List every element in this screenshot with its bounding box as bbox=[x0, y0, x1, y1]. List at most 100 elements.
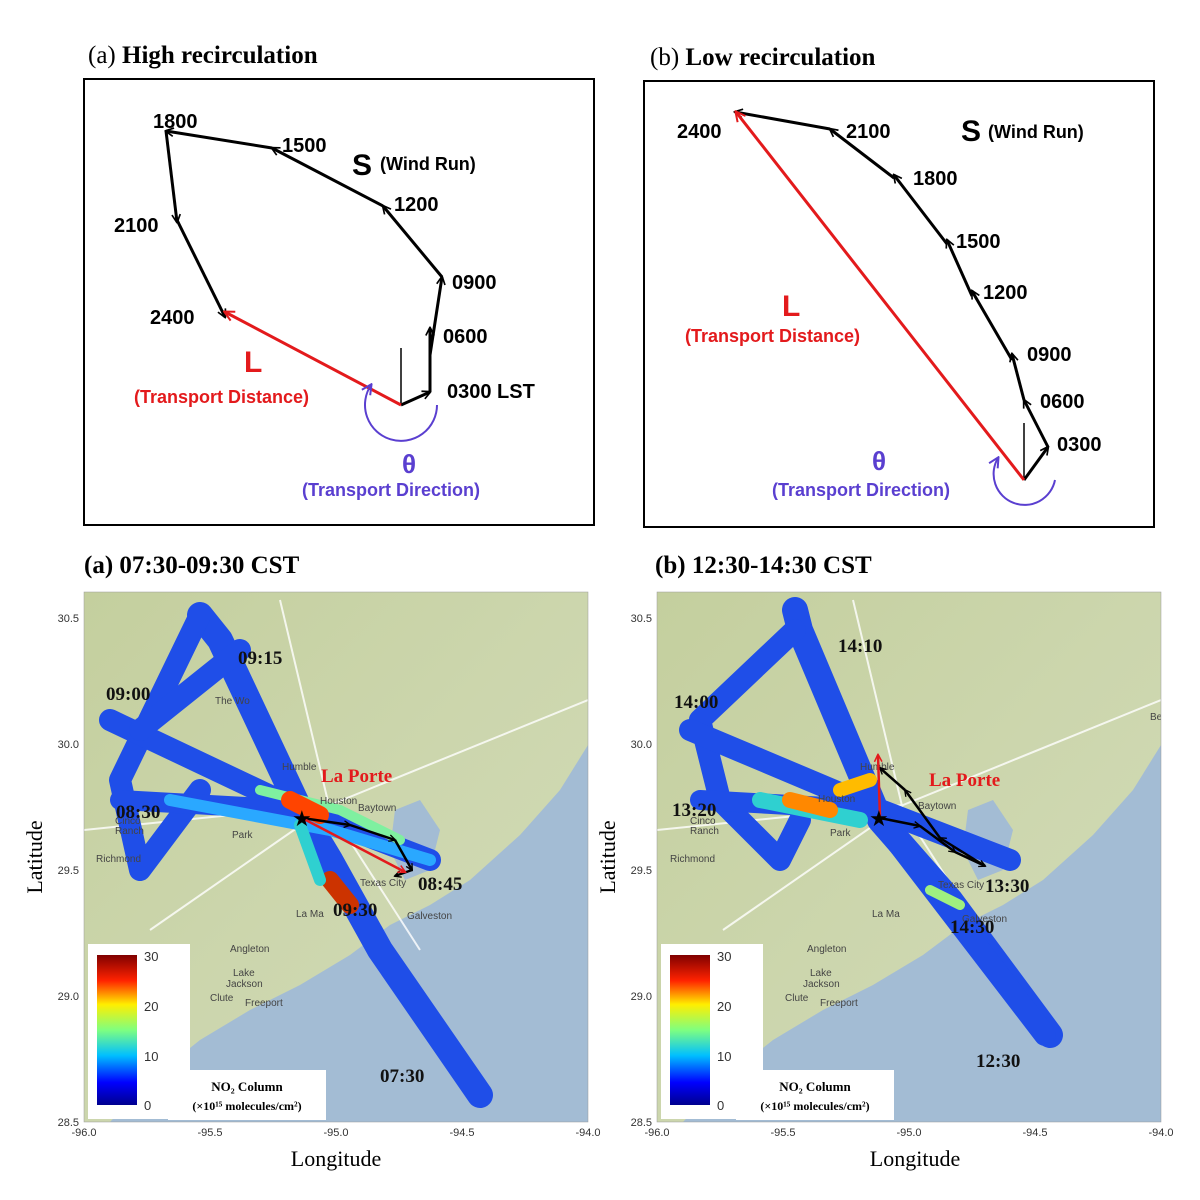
panel-b-top-title: (b) Low recirculation bbox=[650, 44, 875, 72]
panel-a-top-prefix: (a) bbox=[88, 42, 116, 69]
colorbar-title-box bbox=[736, 1070, 894, 1120]
map-gulf-water bbox=[110, 745, 588, 1122]
trajectory-arrow bbox=[905, 790, 942, 839]
x-tick: -96.0 bbox=[71, 1127, 96, 1139]
y-tick: 28.5 bbox=[58, 1117, 79, 1129]
time-label: 0900 bbox=[1027, 344, 1072, 366]
y-tick: 30.0 bbox=[58, 739, 79, 751]
trajectory-segment bbox=[383, 206, 444, 278]
city-label: Clute bbox=[785, 993, 809, 1004]
colorbar-tick: 20 bbox=[717, 999, 731, 1014]
y-tick: 29.0 bbox=[631, 991, 652, 1003]
trajectory-segment bbox=[1022, 400, 1050, 448]
map-frame bbox=[656, 591, 1162, 1123]
transport-arrow bbox=[301, 816, 405, 872]
colorbar-tick: 0 bbox=[717, 1098, 724, 1113]
transport-distance-arrow bbox=[736, 112, 1026, 481]
city-label: Richmond bbox=[670, 854, 715, 865]
colorbar bbox=[670, 955, 710, 1105]
y-axis-label: Latitude bbox=[22, 820, 47, 893]
city-label: La Ma bbox=[296, 909, 324, 920]
time-label: 13:30 bbox=[985, 876, 1029, 897]
time-label: 2400 bbox=[150, 307, 195, 329]
transport-direction-label: (Transport Direction) bbox=[302, 480, 480, 500]
transport-distance-symbol: L bbox=[244, 346, 262, 379]
x-axis-label: Longitude bbox=[870, 1146, 960, 1171]
trajectory-segment bbox=[735, 112, 831, 131]
trajectory-segment bbox=[1012, 354, 1026, 401]
panel-b-top-prefix: (b) bbox=[650, 44, 680, 71]
time-label: 0600 bbox=[1040, 391, 1085, 413]
y-tick: 30.5 bbox=[58, 613, 79, 625]
flight-tracks bbox=[679, 597, 1063, 1048]
diagram-high-recirculation: 0300 LST 0600 0900 1200 1500 1800 2100 2… bbox=[114, 111, 535, 500]
time-label: 1200 bbox=[983, 282, 1028, 304]
trajectory-segment bbox=[972, 291, 1014, 361]
transport-arrow bbox=[878, 755, 880, 819]
x-tick: -95.5 bbox=[197, 1127, 222, 1139]
colorbar-tick: 10 bbox=[717, 1049, 731, 1064]
wind-run-symbol: S bbox=[961, 115, 981, 148]
time-label: 12:30 bbox=[976, 1051, 1020, 1072]
city-label: Texas City bbox=[938, 880, 984, 891]
time-label: 08:45 bbox=[418, 874, 462, 895]
time-label: 1200 bbox=[394, 194, 439, 216]
city-label: Ranch bbox=[690, 826, 719, 837]
time-label: 09:00 bbox=[106, 684, 150, 705]
wind-run-label: (Wind Run) bbox=[988, 122, 1084, 142]
colorbar bbox=[97, 955, 137, 1105]
map-a-title-text: 07:30-09:30 CST bbox=[119, 552, 300, 579]
time-label: 0900 bbox=[452, 272, 497, 294]
y-tick: 30.0 bbox=[631, 739, 652, 751]
map-b-prefix: (b) bbox=[655, 552, 686, 579]
city-label: Jackson bbox=[226, 979, 263, 990]
colorbar-title: NO₂ Column bbox=[779, 1079, 851, 1094]
time-label: 09:15 bbox=[238, 648, 282, 669]
x-tick: -96.0 bbox=[644, 1127, 669, 1139]
transport-direction-symbol: θ bbox=[872, 446, 886, 476]
diagram-low-recirculation: 0300 0600 0900 1200 1500 1800 2100 2400 … bbox=[677, 112, 1102, 506]
x-axis-label: Longitude bbox=[291, 1146, 381, 1171]
wind-run-trajectory bbox=[400, 392, 430, 407]
la-porte-star-icon: ★ bbox=[292, 806, 312, 831]
map-b-title-text: 12:30-14:30 CST bbox=[691, 552, 872, 579]
transport-distance-label: (Transport Distance) bbox=[134, 387, 309, 407]
time-label: 0300 bbox=[1057, 434, 1102, 456]
trajectory-segment bbox=[428, 277, 442, 356]
x-tick: -94.5 bbox=[1022, 1127, 1047, 1139]
city-label: Galveston bbox=[407, 911, 452, 922]
y-tick: 28.5 bbox=[631, 1117, 652, 1129]
x-tick: -94.0 bbox=[1148, 1127, 1173, 1139]
city-label: Houston bbox=[818, 794, 855, 805]
city-label: Park bbox=[830, 828, 852, 839]
panel-a-top-title: (a) High recirculation bbox=[88, 42, 318, 70]
city-label: La Ma bbox=[872, 909, 900, 920]
time-label: 2100 bbox=[114, 215, 159, 237]
la-porte-star-icon: ★ bbox=[869, 806, 889, 831]
time-label: 2400 bbox=[677, 121, 722, 143]
map-frame bbox=[83, 591, 589, 1123]
y-tick: 29.5 bbox=[58, 865, 79, 877]
city-label: Park bbox=[232, 830, 254, 841]
site-label: La Porte bbox=[321, 766, 392, 787]
x-tick: -94.5 bbox=[449, 1127, 474, 1139]
city-label: Cinco bbox=[115, 816, 141, 827]
map-a: Houston Baytown Park Texas City Galvesto… bbox=[22, 591, 601, 1171]
city-label: Beau bbox=[1150, 712, 1173, 723]
city-label: Clute bbox=[210, 993, 234, 1004]
time-label: 0600 bbox=[443, 326, 488, 348]
city-label: Galveston bbox=[962, 914, 1007, 925]
x-tick: -95.0 bbox=[896, 1127, 921, 1139]
city-label: Angleton bbox=[807, 944, 846, 955]
flight-tracks bbox=[99, 602, 493, 1108]
trajectory-segment bbox=[175, 219, 227, 317]
time-label: 1800 bbox=[913, 168, 958, 190]
x-tick: -95.5 bbox=[770, 1127, 795, 1139]
trajectory-segment bbox=[1022, 447, 1048, 481]
time-label: 09:30 bbox=[333, 900, 377, 921]
time-label: 1500 bbox=[282, 135, 327, 157]
trajectory-arrow bbox=[880, 768, 906, 791]
colorbar-title: NO₂ Column bbox=[211, 1079, 283, 1094]
colorbar-tick: 30 bbox=[144, 949, 158, 964]
city-label: Baytown bbox=[358, 803, 396, 814]
